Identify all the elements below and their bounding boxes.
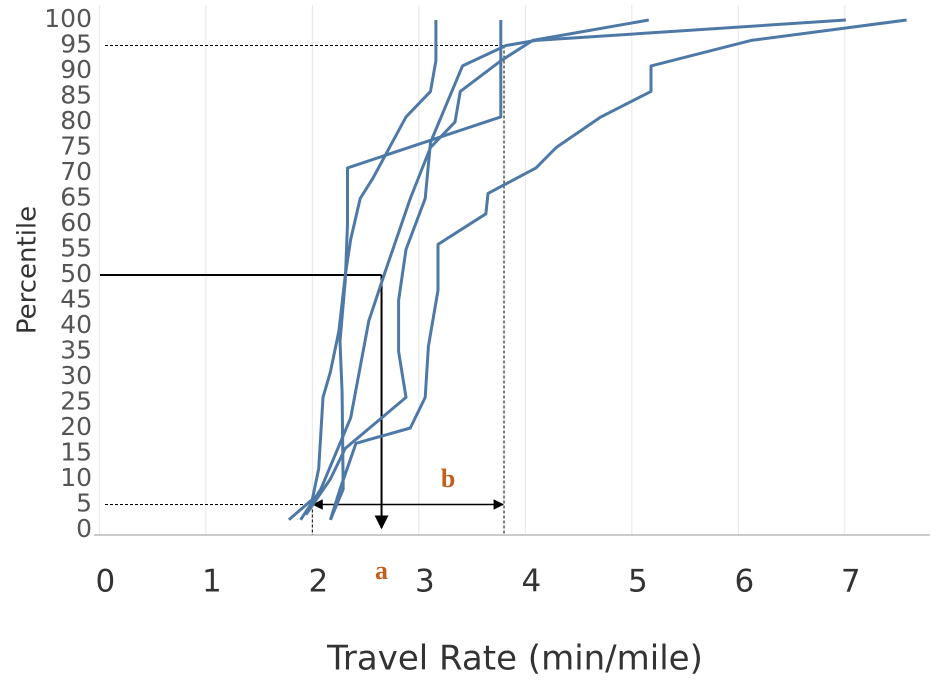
y-tick-label: 5 xyxy=(76,489,92,518)
y-tick-label: 20 xyxy=(60,412,92,441)
x-tick-label: 5 xyxy=(628,564,648,600)
y-tick-label: 60 xyxy=(60,208,92,237)
y-tick-label: 15 xyxy=(60,438,92,467)
y-tick-label: 50 xyxy=(60,259,92,288)
y-tick-label: 95 xyxy=(60,30,92,59)
y-tick-label: 90 xyxy=(60,55,92,84)
series-line xyxy=(328,18,907,521)
x-axis-title: Travel Rate (min/mile) xyxy=(326,639,703,679)
x-tick-label: 3 xyxy=(415,564,435,600)
y-tick-label: 0 xyxy=(76,514,92,543)
y-tick-label: 70 xyxy=(60,157,92,186)
x-tick-label: 4 xyxy=(521,564,541,600)
y-tick-label: 45 xyxy=(60,285,92,314)
y-tick-label: 10 xyxy=(60,463,92,492)
series-line xyxy=(329,20,503,521)
series-line xyxy=(299,18,650,521)
y-tick-label: 80 xyxy=(60,106,92,135)
y-axis-title: Percentile xyxy=(13,206,43,334)
series-line xyxy=(304,18,846,516)
y-tick-label: 35 xyxy=(60,336,92,365)
y-tick-label: 65 xyxy=(60,183,92,212)
x-tick-label: 0 xyxy=(95,564,115,600)
annotation: a xyxy=(375,556,388,585)
x-tick-label: 7 xyxy=(841,564,861,600)
annotation: b xyxy=(441,464,455,493)
y-tick-label: 25 xyxy=(60,387,92,416)
y-tick-label: 100 xyxy=(44,4,92,33)
y-tick-label: 40 xyxy=(60,310,92,339)
x-tick-label: 2 xyxy=(308,564,328,600)
x-tick-label: 6 xyxy=(734,564,754,600)
y-tick-label: 55 xyxy=(60,234,92,263)
y-tick-label: 85 xyxy=(60,81,92,110)
y-tick-label: 75 xyxy=(60,132,92,161)
series-line xyxy=(287,20,438,521)
y-tick-label: 30 xyxy=(60,361,92,390)
x-tick-label: 1 xyxy=(202,564,222,600)
